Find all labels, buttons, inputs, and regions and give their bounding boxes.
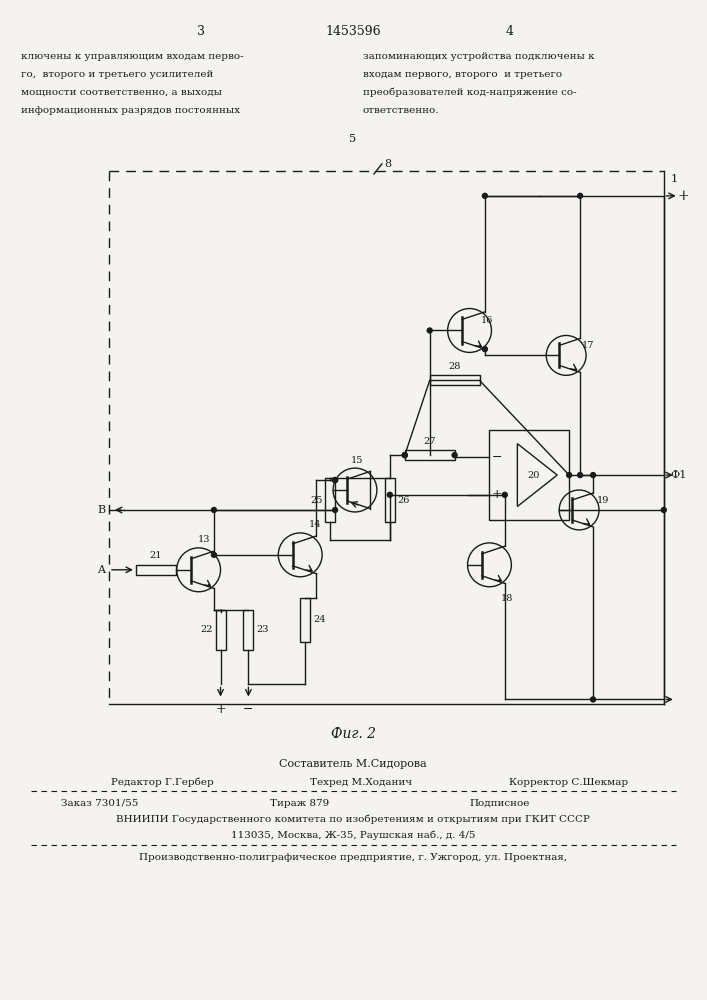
Text: 8: 8: [385, 159, 392, 169]
Text: 23: 23: [256, 625, 269, 634]
Text: входам первого, второго  и третьего: входам первого, второго и третьего: [363, 70, 562, 79]
Bar: [300, 598, 310, 642]
Text: 22: 22: [200, 625, 213, 634]
Text: −: −: [492, 451, 503, 464]
Text: го,  второго и третьего усилителей: го, второго и третьего усилителей: [21, 70, 214, 79]
Circle shape: [482, 193, 487, 198]
Text: 16: 16: [481, 316, 493, 325]
Text: Составитель М.Сидорова: Составитель М.Сидорова: [279, 759, 427, 769]
Text: 20: 20: [527, 471, 539, 480]
Text: Тираж 879: Тираж 879: [270, 799, 329, 808]
Circle shape: [332, 478, 337, 483]
Bar: [216, 610, 226, 650]
Text: ключены к управляющим входам перво-: ключены к управляющим входам перво-: [21, 52, 244, 61]
Text: 27: 27: [423, 437, 436, 446]
Text: A: A: [97, 565, 105, 575]
Circle shape: [427, 328, 432, 333]
Text: преобразователей код-напряжение со-: преобразователей код-напряжение со-: [363, 87, 577, 97]
Bar: [405, 450, 455, 460]
Text: Корректор С.Шекмар: Корректор С.Шекмар: [509, 778, 629, 787]
Text: Заказ 7301/55: Заказ 7301/55: [61, 799, 139, 808]
Text: 28: 28: [448, 362, 461, 371]
Circle shape: [590, 697, 595, 702]
Text: 19: 19: [597, 496, 609, 505]
Text: +: +: [492, 488, 503, 501]
Circle shape: [387, 492, 392, 497]
Bar: [325, 478, 335, 522]
Circle shape: [590, 473, 595, 478]
Bar: [243, 610, 253, 650]
Text: +: +: [678, 189, 689, 203]
Text: Редактор Г.Гербер: Редактор Г.Гербер: [111, 777, 214, 787]
Text: Техред М.Ходанич: Техред М.Ходанич: [310, 778, 412, 787]
Text: Производственно-полиграфическое предприятие, г. Ужгород, ул. Проектная,: Производственно-полиграфическое предприя…: [139, 853, 567, 862]
Text: 1: 1: [670, 174, 677, 184]
Circle shape: [578, 473, 583, 478]
Circle shape: [402, 453, 407, 458]
Circle shape: [402, 453, 407, 458]
Circle shape: [211, 507, 216, 512]
Text: −: −: [243, 703, 254, 716]
Text: 21: 21: [149, 551, 162, 560]
Text: Подписное: Подписное: [469, 799, 530, 808]
Text: 15: 15: [351, 456, 363, 465]
Circle shape: [502, 492, 508, 497]
Text: ВНИИПИ Государственного комитета по изобретениям и открытиям при ГКИТ СССР: ВНИИПИ Государственного комитета по изоб…: [116, 814, 590, 824]
Circle shape: [452, 453, 457, 458]
Text: 14: 14: [309, 520, 322, 529]
Circle shape: [566, 473, 572, 478]
Text: ответственно.: ответственно.: [363, 106, 440, 115]
Text: Фиг. 2: Фиг. 2: [330, 727, 375, 741]
Circle shape: [332, 507, 337, 512]
Bar: [430, 375, 479, 385]
Text: 13: 13: [197, 535, 210, 544]
Circle shape: [482, 347, 487, 352]
Text: 113035, Москва, Ж-35, Раушская наб., д. 4/5: 113035, Москва, Ж-35, Раушская наб., д. …: [230, 830, 475, 840]
Text: 26: 26: [397, 496, 410, 505]
Text: 4: 4: [506, 25, 513, 38]
Bar: [136, 565, 176, 575]
Bar: [489, 430, 569, 520]
Circle shape: [578, 193, 583, 198]
Text: 3: 3: [197, 25, 204, 38]
Text: 17: 17: [582, 341, 595, 350]
Text: 25: 25: [310, 496, 322, 505]
Circle shape: [661, 507, 666, 512]
Text: 18: 18: [501, 594, 513, 603]
Text: B: B: [97, 505, 105, 515]
Text: 1453596: 1453596: [325, 25, 381, 38]
Bar: [385, 478, 395, 522]
Text: 24: 24: [313, 615, 325, 624]
Text: 5: 5: [349, 134, 356, 144]
Text: информационных разрядов постоянных: информационных разрядов постоянных: [21, 106, 240, 115]
Circle shape: [211, 552, 216, 557]
Text: запоминающих устройства подключены к: запоминающих устройства подключены к: [363, 52, 595, 61]
Text: Ф1: Ф1: [670, 470, 687, 480]
Text: +: +: [215, 703, 226, 716]
Text: мощности соответственно, а выходы: мощности соответственно, а выходы: [21, 88, 222, 97]
Circle shape: [332, 478, 337, 483]
